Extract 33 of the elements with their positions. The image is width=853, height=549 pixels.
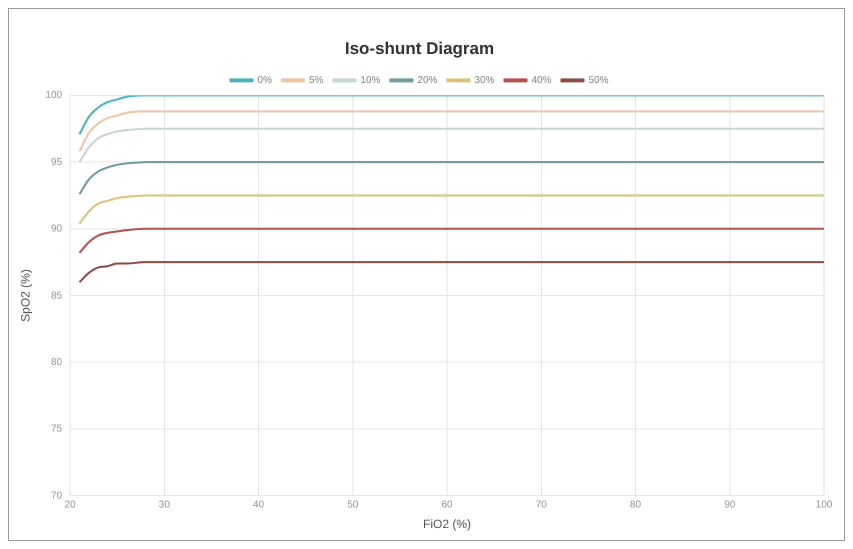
- legend-label: 0%: [258, 75, 272, 86]
- x-tick-label: 90: [724, 499, 736, 510]
- x-tick-label: 70: [536, 499, 548, 510]
- y-tick-label: 85: [50, 290, 63, 302]
- line-series: [78, 110, 824, 152]
- x-tick-label: 60: [441, 499, 454, 510]
- y-axis-title: SpO2 (%): [18, 269, 33, 322]
- x-tick-label: 50: [347, 499, 359, 510]
- legend-label: 40%: [531, 75, 552, 86]
- y-tick-label: 80: [50, 356, 63, 368]
- y-tick-label: 100: [45, 90, 63, 102]
- line-series: [78, 95, 824, 136]
- x-tick-label: 40: [253, 499, 265, 510]
- legend-label: 50%: [588, 75, 609, 86]
- line-series: [78, 161, 824, 196]
- x-tick-label: 20: [64, 499, 76, 510]
- line-series: [78, 261, 824, 284]
- legend-label: 20%: [417, 75, 438, 86]
- line-series: [78, 194, 824, 224]
- legend-label: 30%: [474, 75, 495, 86]
- y-tick-label: 70: [50, 490, 63, 502]
- x-tick-label: 30: [158, 499, 170, 510]
- chart-title: Iso-shunt Diagram: [344, 38, 494, 58]
- line-series: [78, 128, 824, 164]
- line-series: [78, 228, 824, 254]
- legend-label: 10%: [360, 75, 381, 86]
- y-tick-label: 95: [50, 156, 63, 168]
- legend-label: 5%: [308, 75, 324, 86]
- x-tick-label: 80: [630, 499, 642, 510]
- y-tick-label: 75: [50, 424, 63, 435]
- x-tick-label: 100: [816, 499, 833, 510]
- y-tick-label: 90: [50, 224, 63, 235]
- x-axis-title: FiO2 (%): [423, 517, 472, 532]
